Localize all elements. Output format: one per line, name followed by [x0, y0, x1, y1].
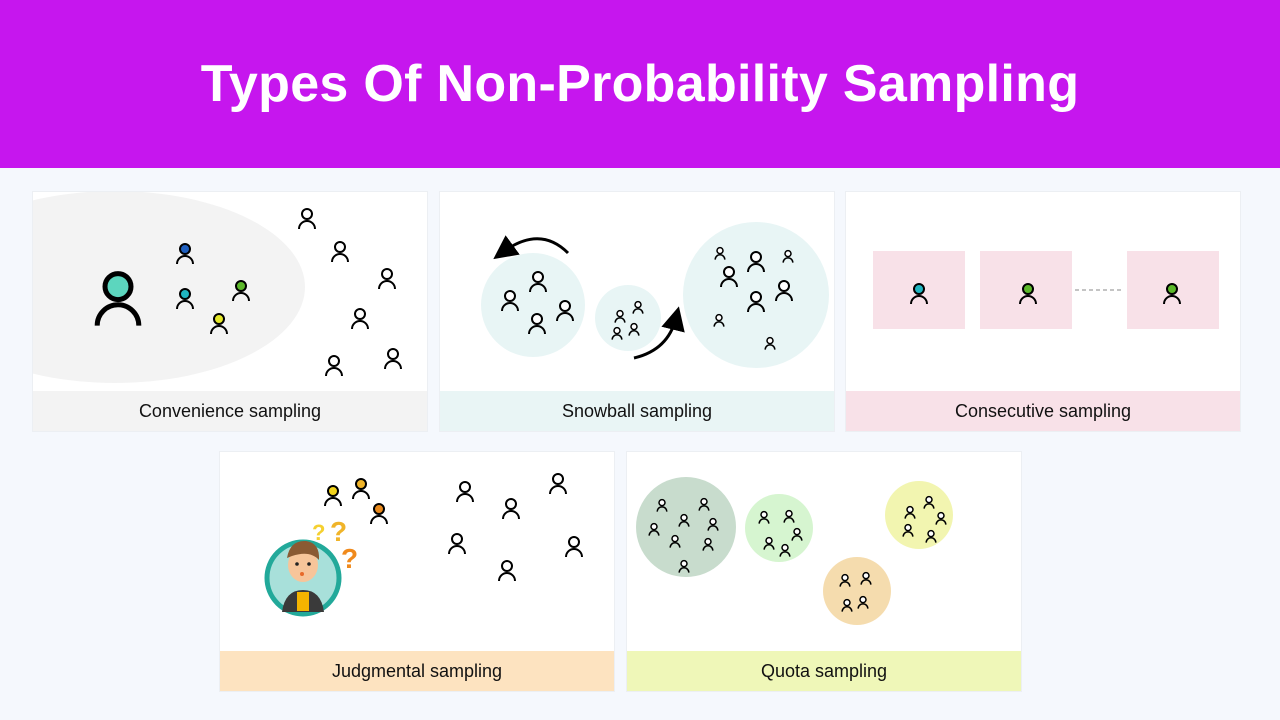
thinking-boy-avatar: [264, 539, 342, 617]
card-label: Snowball sampling: [440, 391, 834, 431]
person-icon: [456, 481, 474, 503]
quota-group-2: [745, 494, 813, 562]
person-icon: [775, 280, 793, 302]
person-icon: [331, 241, 349, 263]
person-icon: [648, 522, 660, 536]
person-icon: [698, 497, 710, 511]
person-icon: [529, 271, 547, 293]
person-icon: [678, 559, 690, 573]
person-icon: [1019, 283, 1037, 305]
person-icon: [628, 322, 640, 336]
curved-arrow-icon: [493, 235, 570, 260]
person-icon: [502, 498, 520, 520]
question-mark-icon: ?: [341, 543, 358, 574]
person-icon: [176, 243, 194, 265]
person-icon: [232, 280, 250, 302]
person-icon: [501, 290, 519, 312]
person-icon: [528, 313, 546, 335]
person-icon: [758, 510, 770, 524]
person-icon: [556, 300, 574, 322]
person-icon: [384, 348, 402, 370]
card-label: Judgmental sampling: [220, 651, 614, 691]
person-icon: [325, 355, 343, 377]
curved-arrow-icon: [633, 306, 685, 360]
card-label: Convenience sampling: [33, 391, 427, 431]
person-icon: [448, 533, 466, 555]
person-icon: [498, 560, 516, 582]
person-icon: [324, 485, 342, 507]
person-icon: [378, 268, 396, 290]
person-icon: [783, 509, 795, 523]
person-icon: [857, 595, 869, 609]
question-mark-icon: ?: [330, 516, 347, 547]
person-icon: [763, 536, 775, 550]
person-icon: [902, 523, 914, 537]
person-icon: [904, 505, 916, 519]
person-icon: [923, 495, 935, 509]
convenience-reach-area: [33, 192, 305, 383]
person-icon: [210, 313, 228, 335]
person-icon: [935, 511, 947, 525]
person-icon: [779, 543, 791, 557]
person-icon: [782, 249, 794, 263]
person-icon: [370, 503, 388, 525]
person-icon: [352, 478, 370, 500]
title-banner: Types Of Non-Probability Sampling: [0, 0, 1280, 168]
snowball-circle-2: [595, 285, 661, 351]
quota-group-3: [823, 557, 891, 625]
person-icon: [614, 309, 626, 323]
page-title: Types Of Non-Probability Sampling: [200, 55, 1080, 113]
person-icon: [720, 266, 738, 288]
card-label: Consecutive sampling: [846, 391, 1240, 431]
person-icon: [764, 336, 776, 350]
person-icon: [747, 291, 765, 313]
person-icon: [656, 498, 668, 512]
snowball-circle-1: [481, 253, 585, 357]
person-icon: [747, 251, 765, 273]
person-icon: [176, 288, 194, 310]
person-icon: [565, 536, 583, 558]
person-icon: [632, 300, 644, 314]
person-icon: [669, 534, 681, 548]
person-icon: [707, 517, 719, 531]
card-label: Quota sampling: [627, 651, 1021, 691]
person-icon: [351, 308, 369, 330]
person-icon: [860, 571, 872, 585]
person-icon: [925, 529, 937, 543]
person-icon: [791, 527, 803, 541]
person-icon: [611, 326, 623, 340]
person-icon: [298, 208, 316, 230]
person-icon: [549, 473, 567, 495]
person-icon: [839, 573, 851, 587]
person-icon: [94, 271, 142, 326]
person-icon: [714, 246, 726, 260]
person-icon: [910, 283, 928, 305]
person-icon: [678, 513, 690, 527]
quota-group-4: [885, 481, 953, 549]
person-icon: [1163, 283, 1181, 305]
person-icon: [713, 313, 725, 327]
person-icon: [702, 537, 714, 551]
person-icon: [841, 598, 853, 612]
question-mark-icon: ?: [312, 520, 325, 545]
